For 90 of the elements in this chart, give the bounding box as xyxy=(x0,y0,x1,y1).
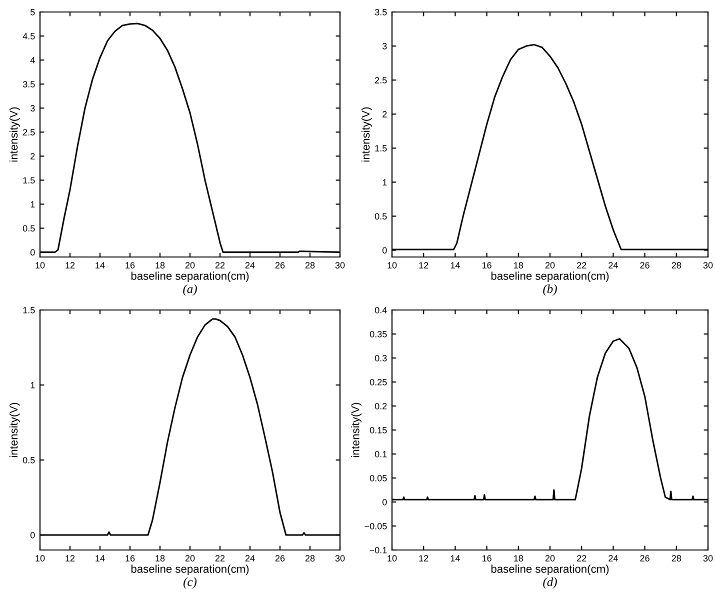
x-tick-label: 10 xyxy=(388,555,397,562)
x-axis-title: baseline separation(cm) xyxy=(131,564,249,576)
x-tick-label: 14 xyxy=(450,555,460,562)
y-tick-label: 1 xyxy=(382,179,387,186)
x-tick-label: 24 xyxy=(608,262,618,268)
x-tick-label: 24 xyxy=(245,262,255,268)
y-tick-label: 3 xyxy=(30,105,35,112)
x-tick-label: 28 xyxy=(672,555,682,562)
y-tick-label: 2.5 xyxy=(23,129,35,136)
x-tick-label: 22 xyxy=(577,262,586,268)
y-tick-label: 0.35 xyxy=(370,330,387,338)
x-axis-title: baseline separation(cm) xyxy=(491,564,609,576)
y-tick-label: 3.5 xyxy=(374,8,387,16)
x-tick-label: 26 xyxy=(640,555,650,562)
x-tick-label: 22 xyxy=(577,555,586,562)
text: (d) xyxy=(543,577,557,589)
x-tick-label: 28 xyxy=(305,262,315,268)
y-tick-label: 0 xyxy=(30,249,35,256)
x-tick-label: 24 xyxy=(608,555,618,562)
y-tick-label: −0.1 xyxy=(370,546,387,554)
x-tick-label: 22 xyxy=(215,262,225,268)
x-tick-label: 14 xyxy=(96,555,105,562)
y-tick-label: 0.25 xyxy=(370,378,387,386)
y-axis-title: intensity(V) xyxy=(351,402,362,458)
x-tick-label: 12 xyxy=(66,262,75,268)
y-tick-label: 0.5 xyxy=(22,225,35,232)
x-tick-label: 16 xyxy=(482,555,492,562)
x-tick-label: 20 xyxy=(545,555,555,562)
y-tick-label: 0.05 xyxy=(370,474,387,482)
x-tick-label: 30 xyxy=(703,262,713,268)
x-tick-label: 20 xyxy=(185,555,195,562)
x-tick-label: 18 xyxy=(514,555,524,562)
y-tick-label: 2 xyxy=(30,153,35,160)
y-tick-label: 0.4 xyxy=(374,306,387,314)
x-axis-title: baseline separation(cm) xyxy=(491,272,609,282)
x-tick-label: 12 xyxy=(419,555,428,562)
x-tick-label: 10 xyxy=(36,262,45,268)
x-tick-label: 30 xyxy=(335,262,345,268)
y-tick-label: 0.2 xyxy=(374,402,387,410)
text: (b) xyxy=(543,284,557,296)
x-tick-label: 28 xyxy=(672,262,682,268)
x-tick-label: 16 xyxy=(482,262,492,268)
y-tick-label: 1 xyxy=(30,201,35,208)
x-tick-label: 28 xyxy=(305,555,315,562)
y-tick-label: 0 xyxy=(382,247,387,254)
y-tick-label: 2 xyxy=(382,111,387,118)
y-tick-label: 4 xyxy=(30,57,35,64)
y-tick-label: 1.5 xyxy=(23,307,35,314)
y-tick-label: 3 xyxy=(382,42,387,50)
x-tick-label: 18 xyxy=(514,262,524,268)
y-tick-label: −0.05 xyxy=(364,522,387,530)
y-axis-title: intensity(V) xyxy=(361,107,372,162)
x-tick-label: 30 xyxy=(335,555,345,562)
y-tick-label: 1.5 xyxy=(23,177,35,184)
y-tick-label: 0.5 xyxy=(22,456,35,464)
y-tick-label: 0.15 xyxy=(370,426,387,434)
y-tick-label: 0.3 xyxy=(374,354,387,362)
x-tick-label: 12 xyxy=(419,262,428,268)
x-tick-label: 24 xyxy=(245,555,255,562)
y-axis-title: intensity(V) xyxy=(9,107,20,162)
text: (c) xyxy=(184,577,197,589)
y-axis-title: intensity(V) xyxy=(9,402,20,458)
x-tick-label: 14 xyxy=(96,262,105,268)
x-tick-label: 14 xyxy=(450,262,460,268)
x-tick-label: 20 xyxy=(545,262,555,268)
y-tick-label: 0 xyxy=(30,532,35,538)
x-tick-label: 16 xyxy=(126,262,135,268)
x-tick-label: 12 xyxy=(66,555,75,562)
x-tick-label: 18 xyxy=(156,555,165,562)
y-tick-label: 3.5 xyxy=(22,81,35,88)
y-tick-label: 0.1 xyxy=(374,450,387,458)
x-tick-label: 10 xyxy=(388,262,397,268)
y-tick-label: 2.5 xyxy=(375,77,387,84)
x-tick-label: 16 xyxy=(126,555,135,562)
y-tick-label: 4.5 xyxy=(22,33,35,40)
x-axis-title: baseline separation(cm) xyxy=(131,272,249,282)
y-tick-label: 5 xyxy=(30,9,35,16)
text: (a) xyxy=(183,284,197,296)
y-tick-label: 1.5 xyxy=(375,145,387,152)
x-tick-label: 18 xyxy=(156,262,165,268)
x-tick-label: 26 xyxy=(640,262,650,268)
x-tick-label: 22 xyxy=(215,555,225,562)
x-tick-label: 20 xyxy=(185,262,195,268)
y-tick-label: 1 xyxy=(30,382,35,388)
x-tick-label: 26 xyxy=(275,262,285,268)
y-tick-label: 0.5 xyxy=(374,213,387,220)
y-tick-label: 0 xyxy=(382,498,387,506)
x-tick-label: 30 xyxy=(703,555,713,562)
x-tick-label: 10 xyxy=(36,555,45,562)
x-tick-label: 26 xyxy=(275,555,285,562)
